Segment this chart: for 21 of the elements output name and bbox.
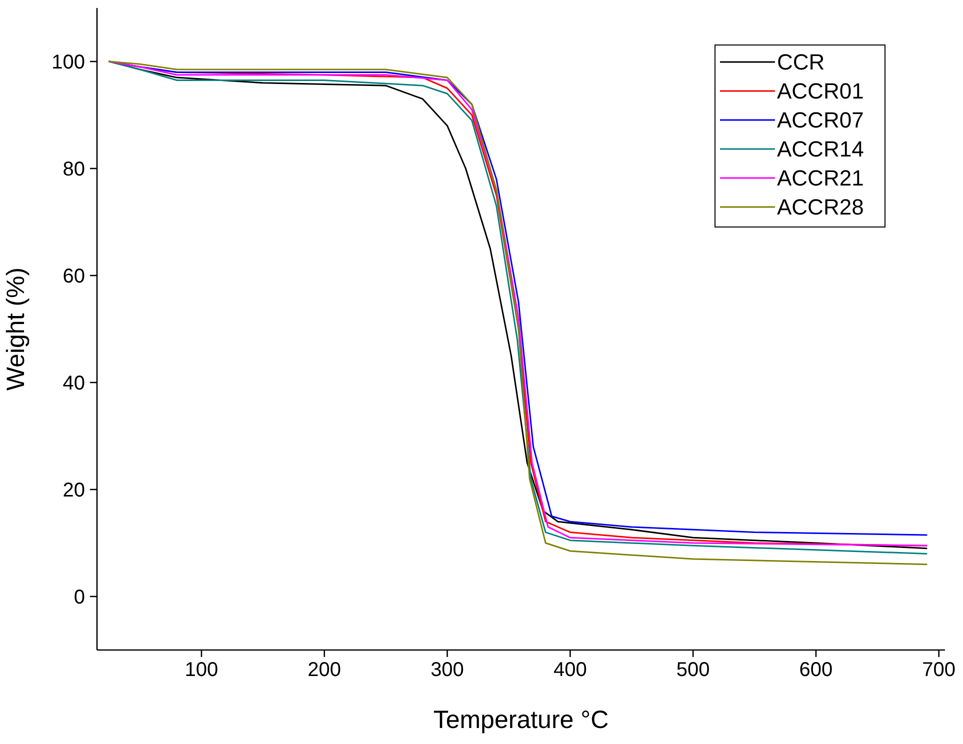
y-tick-label: 80 — [62, 158, 85, 180]
legend-label: ACCR01 — [777, 78, 864, 104]
x-axis-title: Temperature °C — [433, 706, 609, 734]
x-tick-label: 300 — [430, 659, 464, 681]
x-tick-label: 600 — [799, 659, 833, 681]
y-tick-label: 0 — [74, 586, 85, 608]
y-tick-label: 60 — [62, 266, 85, 288]
x-tick-label: 200 — [308, 659, 342, 681]
x-tick-label: 400 — [553, 659, 587, 681]
legend-label: ACCR28 — [777, 194, 864, 220]
legend-label: ACCR14 — [777, 136, 864, 162]
y-axis-title: Weight (%) — [2, 267, 30, 391]
y-tick-label: 20 — [62, 480, 85, 502]
x-tick-label: 100 — [184, 659, 218, 681]
y-tick-label: 40 — [62, 372, 85, 394]
legend-label: ACCR21 — [777, 166, 864, 191]
x-tick-label: 500 — [676, 659, 710, 681]
y-tick-label: 100 — [52, 52, 85, 74]
legend-label: ACCR07 — [777, 108, 864, 133]
legend-label: CCR — [777, 50, 825, 75]
x-tick-label: 700 — [922, 659, 956, 681]
